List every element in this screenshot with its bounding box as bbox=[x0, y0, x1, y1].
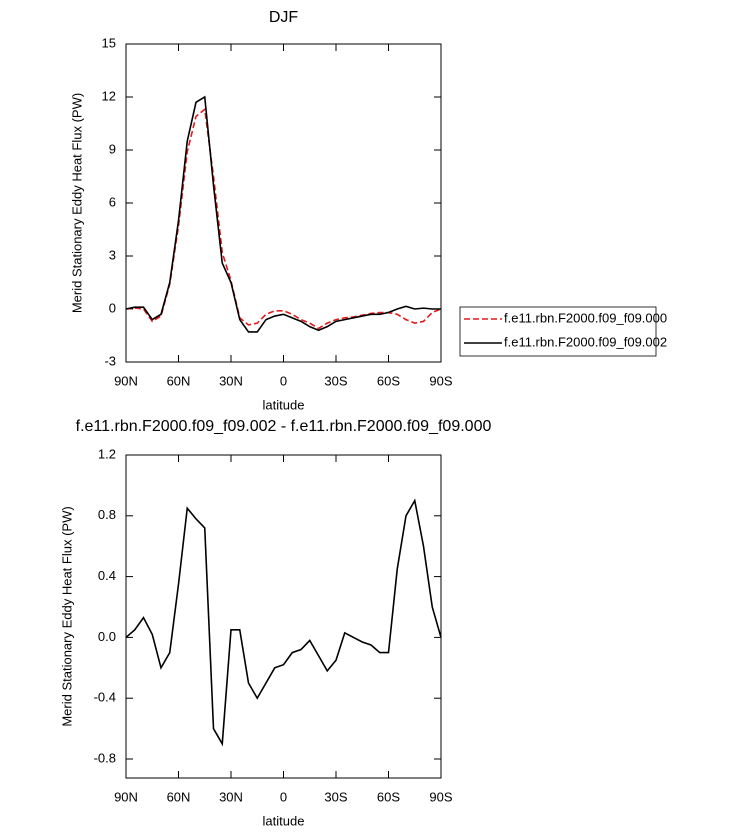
x-tick-label: 0 bbox=[280, 789, 287, 804]
x-tick-label: 90S bbox=[429, 373, 452, 388]
y-tick-label: 0.4 bbox=[98, 568, 116, 583]
x-tick-label: 60S bbox=[377, 373, 400, 388]
y-tick-label: -0.4 bbox=[94, 690, 116, 705]
y-axis-label: Merid Stationary Eddy Heat Flux (PW) bbox=[59, 506, 74, 726]
legend-label: f.e11.rbn.F2000.f09_f09.002 bbox=[504, 334, 667, 349]
x-tick-label: 90N bbox=[114, 373, 138, 388]
data-line bbox=[125, 95, 441, 333]
y-tick-label: 12 bbox=[102, 88, 116, 103]
x-tick-label: 60S bbox=[377, 789, 400, 804]
y-tick-label: 0 bbox=[109, 300, 116, 315]
x-tick-label: 60N bbox=[167, 373, 191, 388]
y-tick-label: 1.2 bbox=[98, 446, 116, 461]
y-tick-label: -0.8 bbox=[94, 750, 116, 765]
y-tick-label: 6 bbox=[109, 194, 116, 209]
x-axis-label: latitude bbox=[263, 813, 305, 828]
chart-title: f.e11.rbn.F2000.f09_f09.002 - f.e11.rbn.… bbox=[76, 418, 492, 435]
chart-title: DJF bbox=[269, 9, 299, 26]
data-line bbox=[125, 498, 442, 747]
legend-box bbox=[459, 306, 657, 357]
legend: f.e11.rbn.F2000.f09_f09.000 f.e11.rbn.F20… bbox=[459, 306, 667, 357]
x-tick-label: 30N bbox=[219, 789, 243, 804]
y-tick-label: 15 bbox=[102, 35, 116, 50]
y-axis-label: Merid Stationary Eddy Heat Flux (PW) bbox=[69, 93, 84, 313]
x-tick-label: 90S bbox=[429, 789, 452, 804]
x-tick-label: 30S bbox=[324, 373, 347, 388]
y-tick-label: 9 bbox=[109, 141, 116, 156]
y-tick-label: 0.8 bbox=[98, 507, 116, 522]
x-tick-label: 30N bbox=[219, 373, 243, 388]
y-tick-label: -3 bbox=[104, 353, 116, 368]
legend-label: f.e11.rbn.F2000.f09_f09.000 bbox=[504, 310, 667, 325]
x-tick-label: 30S bbox=[324, 789, 347, 804]
x-tick-label: 60N bbox=[167, 789, 191, 804]
x-tick-label: 0 bbox=[280, 373, 287, 388]
x-axis-label: latitude bbox=[263, 397, 305, 412]
y-tick-label: 3 bbox=[109, 247, 116, 262]
x-tick-label: 90N bbox=[114, 789, 138, 804]
y-tick-label: 0.0 bbox=[98, 629, 116, 644]
data-line bbox=[125, 107, 442, 330]
plot-frame bbox=[125, 454, 442, 779]
